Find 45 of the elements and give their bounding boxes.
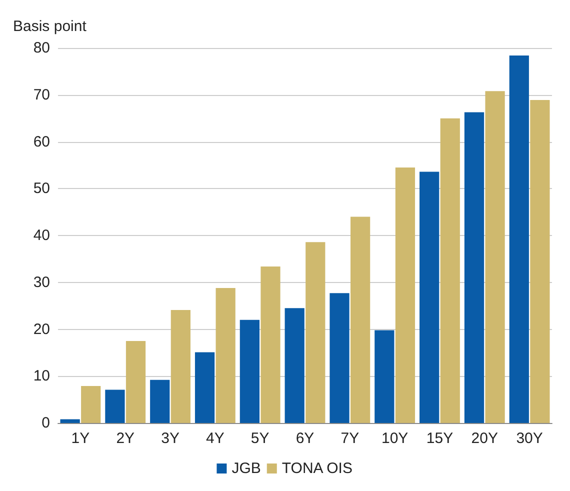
y-tick-label: 60 [33,133,50,150]
bar [485,91,505,423]
legend-label: JGB [232,460,261,477]
bar [216,288,236,423]
y-axis-title: Basis point [13,18,88,35]
bar [170,310,190,423]
x-tick-label: 2Y [116,430,135,447]
bar [260,266,280,423]
bar [306,242,326,423]
bar [395,168,416,423]
bar [240,320,260,423]
y-tick-label: 0 [42,414,50,432]
bar [330,293,350,423]
bar [420,172,440,423]
x-tick-label: 30Y [516,430,543,447]
bar [350,216,370,423]
x-tick-label: 7Y [340,430,360,447]
y-tick-label: 70 [33,86,50,104]
y-tick-label: 20 [33,320,50,338]
bar [374,330,394,423]
y-tick-label: 50 [33,180,50,198]
x-tick-label: 10Y [381,430,408,447]
bar [194,352,215,423]
y-tick-label: 10 [33,368,50,385]
bar [440,118,460,423]
bar [105,390,125,423]
x-tick-label: 6Y [296,430,314,447]
bar [150,380,170,423]
bar [126,340,146,423]
bar [464,112,484,423]
x-tick-label: 5Y [250,430,270,447]
y-tick-label: 80 [33,40,50,56]
bar [81,386,101,423]
y-tick-label: 30 [33,274,50,291]
x-tick-label: 3Y [161,430,180,447]
x-tick-label: 1Y [71,430,90,447]
x-tick-label: 20Y [471,430,498,447]
bar [284,308,304,423]
bar [509,56,529,423]
legend-label: TONA OIS [282,460,352,477]
bar [60,419,80,423]
x-tick-label: 4Y [206,430,224,447]
bar [530,100,550,423]
y-tick-label: 40 [33,227,50,244]
x-tick-label: 15Y [426,430,454,447]
